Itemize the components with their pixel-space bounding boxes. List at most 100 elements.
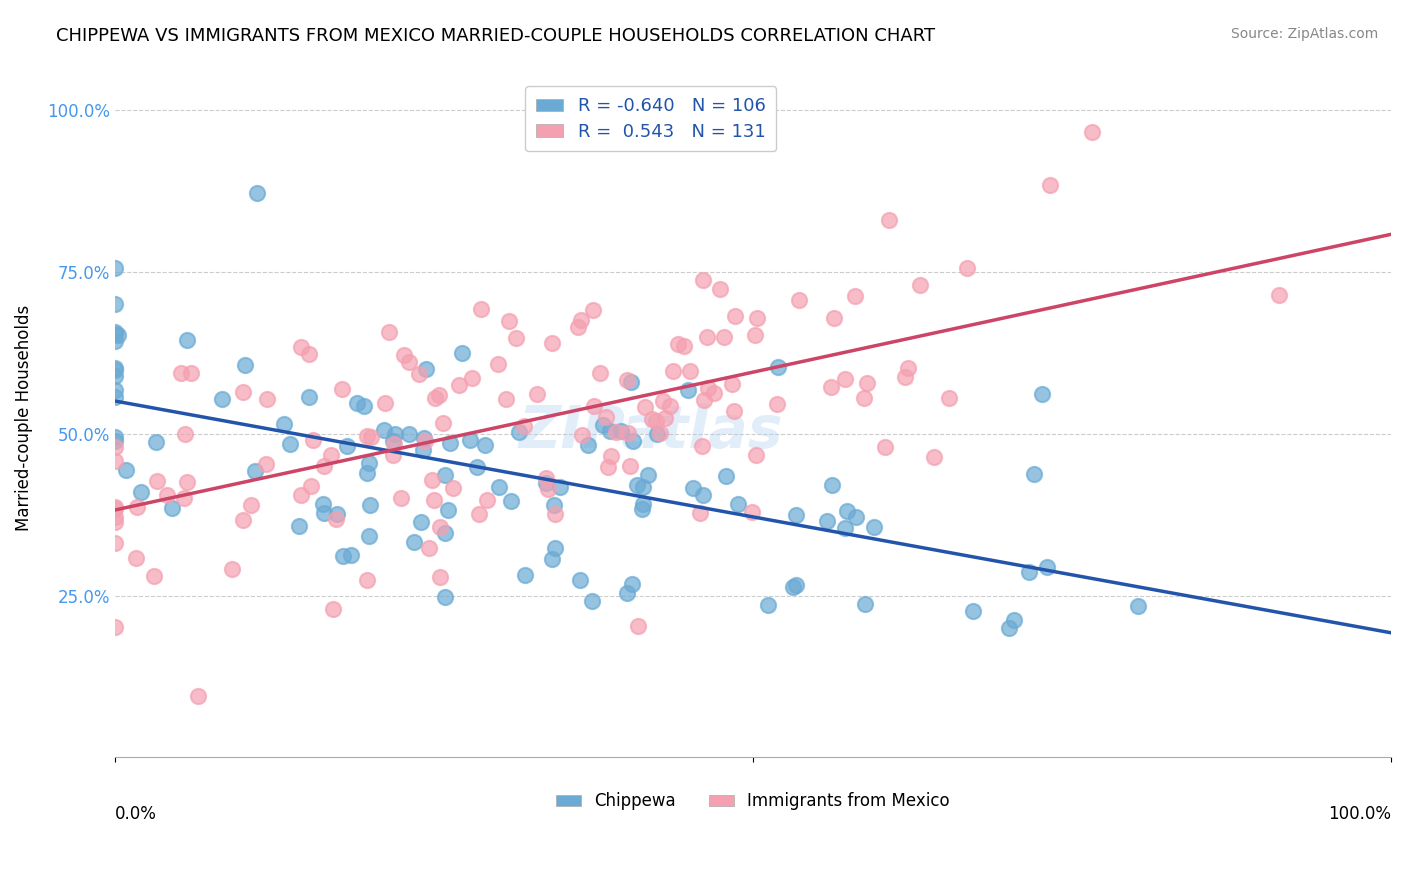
Point	[766, 360, 789, 375]
Point	[423, 492, 446, 507]
Point	[567, 319, 589, 334]
Point	[666, 337, 689, 351]
Point	[616, 373, 638, 387]
Point	[922, 450, 945, 464]
Point	[897, 360, 920, 375]
Point	[766, 397, 789, 411]
Point	[495, 392, 517, 406]
Point	[714, 469, 737, 483]
Point	[645, 414, 668, 428]
Point	[145, 434, 167, 449]
Point	[104, 502, 127, 516]
Point	[724, 310, 747, 324]
Point	[392, 348, 415, 362]
Point	[474, 438, 496, 452]
Point	[470, 302, 492, 317]
Point	[569, 312, 592, 326]
Point	[356, 573, 378, 587]
Point	[104, 360, 127, 375]
Point	[582, 303, 605, 318]
Point	[104, 434, 127, 449]
Point	[160, 501, 183, 516]
Point	[273, 417, 295, 432]
Point	[287, 519, 309, 533]
Point	[741, 505, 763, 519]
Point	[418, 541, 440, 555]
Point	[782, 580, 804, 594]
Point	[709, 282, 731, 296]
Point	[239, 498, 262, 512]
Point	[104, 368, 127, 383]
Point	[104, 515, 127, 529]
Text: 100.0%: 100.0%	[1329, 805, 1391, 823]
Point	[844, 288, 866, 302]
Point	[413, 434, 436, 448]
Point	[787, 293, 810, 307]
Point	[104, 536, 127, 550]
Y-axis label: Married-couple Households: Married-couple Households	[15, 304, 32, 531]
Point	[461, 371, 484, 385]
Point	[693, 392, 716, 407]
Point	[820, 379, 842, 393]
Point	[170, 366, 193, 380]
Point	[104, 325, 127, 339]
Point	[467, 508, 489, 522]
Point	[325, 512, 347, 526]
Text: 0.0%: 0.0%	[115, 805, 156, 823]
Point	[301, 433, 323, 447]
Point	[692, 273, 714, 287]
Point	[211, 392, 233, 406]
Point	[458, 433, 481, 447]
Point	[1126, 599, 1149, 613]
Point	[678, 364, 700, 378]
Point	[627, 619, 650, 633]
Point	[104, 509, 127, 524]
Point	[703, 385, 725, 400]
Point	[513, 567, 536, 582]
Point	[894, 370, 917, 384]
Point	[450, 345, 472, 359]
Point	[129, 485, 152, 500]
Point	[589, 366, 612, 380]
Point	[449, 377, 471, 392]
Point	[689, 506, 711, 520]
Point	[254, 457, 277, 471]
Point	[233, 358, 256, 372]
Point	[124, 550, 146, 565]
Point	[486, 357, 509, 371]
Point	[298, 390, 321, 404]
Point	[441, 481, 464, 495]
Point	[356, 466, 378, 480]
Point	[187, 689, 209, 703]
Point	[821, 477, 844, 491]
Point	[246, 186, 269, 200]
Point	[298, 347, 321, 361]
Point	[104, 440, 127, 454]
Point	[541, 552, 564, 566]
Point	[359, 498, 381, 512]
Point	[420, 474, 443, 488]
Point	[488, 479, 510, 493]
Point	[537, 482, 560, 496]
Point	[692, 439, 714, 453]
Point	[299, 479, 322, 493]
Point	[104, 260, 127, 275]
Point	[834, 521, 856, 535]
Point	[823, 310, 845, 325]
Point	[617, 426, 640, 441]
Point	[434, 590, 457, 604]
Point	[312, 506, 335, 520]
Point	[682, 481, 704, 495]
Point	[389, 491, 412, 505]
Point	[104, 453, 127, 467]
Point	[1268, 288, 1291, 302]
Point	[427, 388, 450, 402]
Point	[221, 562, 243, 576]
Point	[744, 448, 766, 462]
Point	[384, 427, 406, 442]
Point	[619, 459, 641, 474]
Point	[534, 475, 557, 490]
Point	[408, 367, 430, 381]
Point	[534, 471, 557, 485]
Point	[382, 436, 405, 450]
